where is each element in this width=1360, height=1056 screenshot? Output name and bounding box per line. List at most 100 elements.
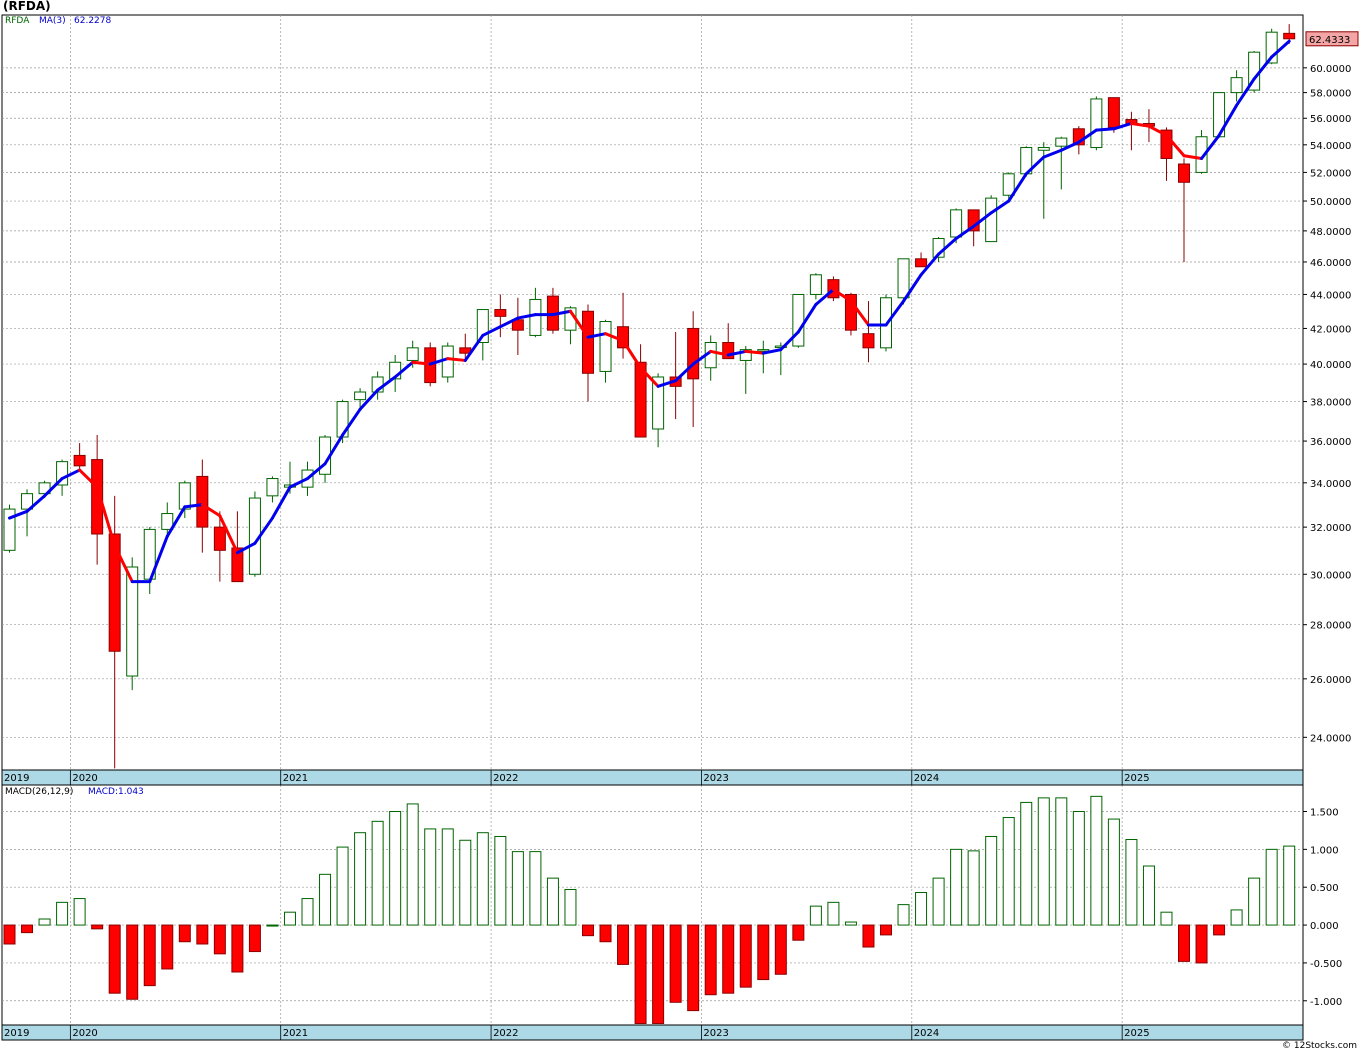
candle-body (1037, 147, 1050, 151)
macd-bar (178, 924, 191, 943)
ma3-segment (989, 199, 1011, 215)
x-axis-band (1, 1024, 1304, 1041)
ma3-segment (1270, 39, 1291, 59)
year-label: 2025 (1124, 1028, 1149, 1039)
ma3-segment (165, 505, 187, 538)
ma3-segment (1024, 155, 1046, 176)
price-axis-label: 46.0000 (1310, 258, 1351, 269)
candle-body (21, 493, 34, 510)
ma3-segment (95, 485, 117, 548)
year-label: 2024 (914, 1028, 939, 1039)
ma3-segment (884, 299, 906, 327)
ma3-segment (919, 252, 941, 277)
macd-bar (967, 850, 980, 926)
macd-bar (354, 832, 367, 926)
ma3-segment (691, 349, 713, 366)
ma3-segment (902, 273, 923, 303)
candle-body (91, 459, 104, 535)
ma3-segment (1112, 121, 1133, 131)
ma3-segment (200, 503, 222, 518)
ma3-segment (937, 237, 958, 256)
candle-body (844, 293, 857, 331)
year-label: 2022 (493, 1028, 518, 1039)
price-axis-label: 32.0000 (1310, 523, 1351, 534)
candle-body (56, 461, 69, 486)
macd-bar (1283, 845, 1296, 926)
year-label: 2021 (283, 773, 308, 784)
ma3-segment (481, 325, 502, 337)
year-label: 2019 (4, 1028, 29, 1039)
macd-bar (91, 924, 104, 930)
macd-bar (108, 924, 121, 994)
price-axis-label: 44.0000 (1310, 290, 1351, 301)
macd-bar (844, 921, 857, 926)
macd-bar (143, 924, 156, 987)
macd-bar (231, 924, 244, 973)
macd-bar (1072, 810, 1085, 926)
year-label: 2025 (1124, 773, 1149, 784)
macd-bar (1037, 797, 1050, 926)
ma3-segment (78, 468, 99, 489)
candle-body (529, 298, 542, 336)
macd-bar (950, 848, 963, 926)
candle-body (1195, 136, 1208, 173)
candle-body (476, 309, 489, 343)
legend-ma-value: 62.2278 (74, 16, 112, 26)
candle-body (1230, 77, 1243, 94)
candle-body (231, 547, 244, 583)
ma3-segment (621, 339, 643, 370)
macd-bar (704, 924, 717, 996)
macd-bar (319, 873, 332, 926)
price-axis-label: 42.0000 (1310, 324, 1351, 335)
year-label: 2022 (493, 773, 518, 784)
candle-body (634, 361, 647, 438)
ma3-segment (1252, 55, 1274, 81)
ma3-segment (411, 360, 432, 366)
macd-bar (56, 901, 69, 926)
legend-ma-label: MA(3) (39, 16, 66, 26)
ma3-segment (358, 388, 380, 411)
ma3-segment (954, 224, 976, 241)
ma3-segment (814, 287, 835, 306)
year-label: 2023 (703, 773, 728, 784)
ma3-segment (604, 332, 625, 343)
price-axis-label: 52.0000 (1310, 168, 1351, 179)
ma3-segment (60, 468, 82, 481)
candle-body (406, 347, 419, 361)
ma3-segment (463, 333, 485, 362)
ma3-segment (235, 541, 257, 555)
candle-body (1055, 137, 1068, 147)
ma3-segment (113, 544, 134, 584)
ma3-segment (1129, 121, 1151, 128)
macd-bar (792, 924, 805, 941)
macd-bar (1178, 924, 1191, 962)
price-axis-label: 26.0000 (1310, 675, 1351, 686)
ma3-segment (428, 357, 450, 366)
ma3-segment (25, 494, 47, 513)
ma3-segment (1094, 127, 1116, 132)
macd-bar (1195, 924, 1208, 964)
macd-bar (827, 901, 840, 926)
ma3-segment (1059, 140, 1081, 152)
macd-bar (809, 905, 822, 926)
macd-bar (915, 892, 928, 926)
chart-title: (RFDA) (3, 0, 51, 13)
macd-bar (459, 839, 472, 926)
ma3-segment (253, 516, 274, 545)
macd-bar (213, 924, 226, 955)
macd-bar (1055, 797, 1068, 926)
ma3-segment (849, 299, 870, 327)
ma3-segment (323, 433, 345, 466)
macd-bar (476, 832, 489, 926)
year-label: 2021 (283, 1028, 308, 1039)
ma3-segment (709, 349, 730, 357)
year-label: 2019 (4, 773, 29, 784)
ma3-segment (270, 485, 292, 520)
ma3-segment (183, 503, 204, 509)
candle-body (1178, 163, 1191, 183)
ma3-segment (761, 348, 783, 355)
candle-body (354, 391, 367, 401)
macd-axis-label: 1.500 (1310, 807, 1339, 818)
macd-bar (652, 924, 665, 1024)
ma3-segment (498, 316, 520, 329)
